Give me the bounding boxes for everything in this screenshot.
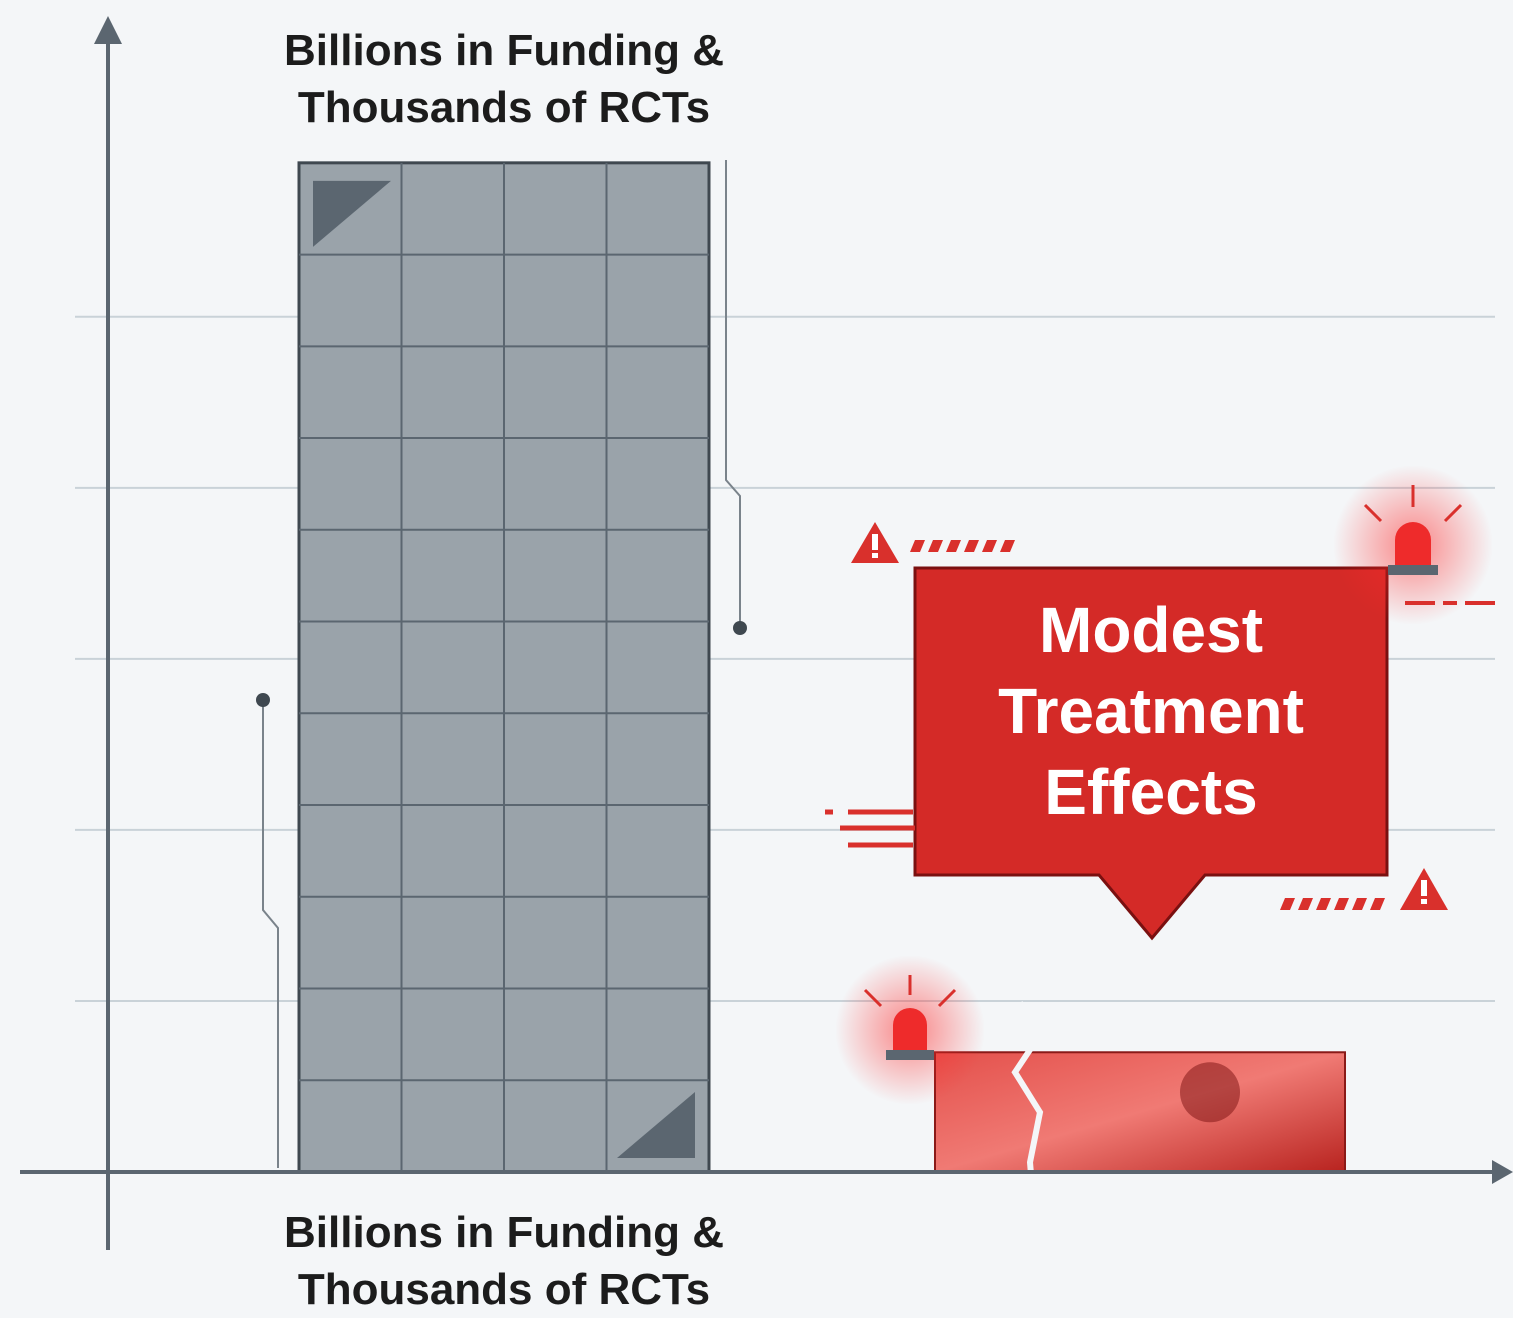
y-axis-arrow <box>94 16 122 44</box>
leader-line <box>726 160 740 628</box>
bar <box>935 1052 1345 1172</box>
speed-lines <box>825 812 915 845</box>
chart-title: Billions in Funding & Thousands of RCTs <box>224 22 784 136</box>
x-tick-label: Billions in Funding & Thousands of RCTs <box>224 1204 784 1318</box>
warning-icon <box>851 522 1015 563</box>
page: Billions in Funding & Thousands of RCTs … <box>0 0 1513 1313</box>
siren <box>835 955 985 1105</box>
leader-dot <box>733 621 747 635</box>
leader-dot <box>256 693 270 707</box>
leader-line <box>263 700 278 1168</box>
x-axis-arrow <box>1492 1160 1513 1184</box>
bar-texture <box>1180 1062 1240 1122</box>
annotation: Modest Treatment Effects <box>915 590 1387 833</box>
